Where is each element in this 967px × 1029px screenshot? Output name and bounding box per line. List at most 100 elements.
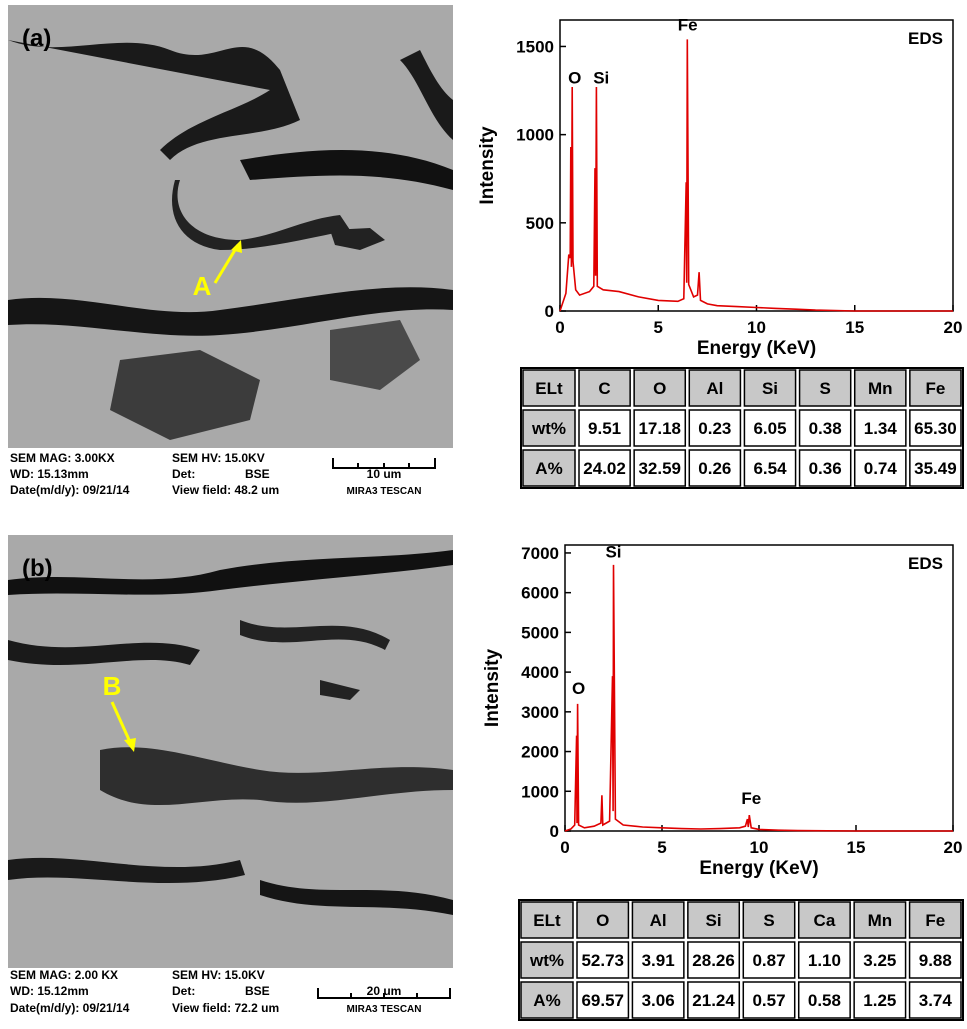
table-cell: [742, 901, 796, 939]
table-cell: [798, 369, 852, 407]
x-tick-label: 0: [560, 838, 569, 857]
sem-caption: BSE: [245, 467, 270, 481]
peak-label: Fe: [741, 789, 761, 808]
table-cell: [853, 409, 907, 447]
x-tick-label: 10: [750, 838, 769, 857]
table-cell: [908, 941, 962, 979]
table-cell: [631, 901, 685, 939]
table-cell: [688, 449, 742, 487]
table-cell: [576, 901, 630, 939]
table-value: 3.74: [919, 991, 953, 1010]
table-header: Ca: [814, 911, 836, 930]
table-value: 6.05: [753, 419, 786, 438]
x-tick-label: 15: [847, 838, 866, 857]
scale-bar: [317, 458, 451, 999]
plot-frame: [559, 19, 954, 312]
table-value: A%: [535, 459, 562, 478]
table-value: 65.30: [914, 419, 957, 438]
table-cell: [853, 941, 907, 979]
table-border: [518, 899, 964, 1021]
table-header: S: [819, 379, 830, 398]
table-cell: [522, 449, 576, 487]
sem-brand: MIRA3 TESCAN: [346, 486, 421, 497]
table-value: 3.91: [642, 951, 675, 970]
sem-caption: View field: 48.2 um: [172, 483, 279, 497]
table-header: S: [763, 911, 774, 930]
table-value: 35.49: [914, 459, 957, 478]
table-value: 9.88: [919, 951, 952, 970]
table-cell: [633, 369, 687, 407]
table-cell: [742, 941, 796, 979]
table-value: 24.02: [583, 459, 626, 478]
table-cell: [853, 981, 907, 1019]
table-cell: [688, 409, 742, 447]
panel-label: (b): [22, 555, 53, 582]
y-axis-label: Intensity: [482, 649, 503, 728]
table-cell: [798, 409, 852, 447]
table-value: 0.57: [752, 991, 785, 1010]
table-cell: [520, 981, 574, 1019]
table-cell: [576, 941, 630, 979]
table-header: Fe: [926, 379, 946, 398]
table-header: Fe: [925, 911, 945, 930]
table-value: wt%: [531, 419, 566, 438]
y-tick-label: 5000: [521, 623, 559, 642]
table-header: Mn: [868, 911, 893, 930]
table-value: 17.18: [638, 419, 681, 438]
table-value: 0.26: [698, 459, 731, 478]
table-cell: [797, 941, 851, 979]
table-value: 0.23: [698, 419, 731, 438]
table-cell: [520, 941, 574, 979]
x-axis-label: Energy (KeV): [697, 338, 816, 359]
table-cell: [908, 981, 962, 1019]
table-value: A%: [533, 991, 560, 1010]
table-cell: [688, 369, 742, 407]
sem-caption: View field: 72.2 um: [172, 1001, 279, 1015]
table-header: Al: [706, 379, 723, 398]
table-cell: [798, 449, 852, 487]
table-cell: [578, 449, 631, 487]
table-value: 69.57: [581, 991, 624, 1010]
table-value: 6.54: [753, 459, 787, 478]
table-cell: [797, 981, 851, 1019]
table-value: wt%: [529, 951, 564, 970]
table-value: 28.26: [692, 951, 735, 970]
x-tick-label: 20: [944, 838, 963, 857]
y-tick-label: 2000: [521, 743, 559, 762]
peak-label: O: [568, 68, 581, 87]
y-tick-label: 0: [550, 822, 559, 841]
x-tick-label: 0: [555, 318, 564, 337]
panel-label: (a): [22, 25, 51, 52]
sem-caption: Date(m/d/y): 09/21/14: [10, 483, 130, 497]
y-tick-label: 1000: [516, 126, 554, 145]
table-cell: [743, 449, 797, 487]
table-value: 1.10: [808, 951, 841, 970]
table-cell: [631, 981, 685, 1019]
spectrum-line: [564, 564, 953, 832]
table-cell: [853, 901, 907, 939]
sem-caption: Det:: [172, 467, 195, 481]
table-cell: [909, 369, 962, 407]
sem-caption: WD: 15.12mm: [10, 984, 89, 998]
table-cell: [743, 409, 797, 447]
table-cell: [743, 369, 797, 407]
table-value: 0.36: [809, 459, 842, 478]
table-cell: [578, 369, 631, 407]
table-value: 0.58: [808, 991, 841, 1010]
table-value: 3.25: [863, 951, 896, 970]
peak-label: Si: [605, 543, 621, 562]
x-tick-label: 10: [747, 318, 766, 337]
chart-label: EDS: [908, 29, 943, 48]
table-cell: [520, 901, 574, 939]
peak-label: O: [572, 679, 585, 698]
table-value: 1.34: [864, 419, 898, 438]
y-tick-label: 3000: [521, 703, 559, 722]
table-value: 0.74: [864, 459, 898, 478]
table-header: Mn: [868, 379, 893, 398]
table-header: Al: [650, 911, 667, 930]
y-axis-label: Intensity: [477, 126, 498, 205]
sem-image: [8, 535, 453, 968]
scale-label: 20 um: [367, 984, 402, 998]
table-value: 52.73: [581, 951, 624, 970]
